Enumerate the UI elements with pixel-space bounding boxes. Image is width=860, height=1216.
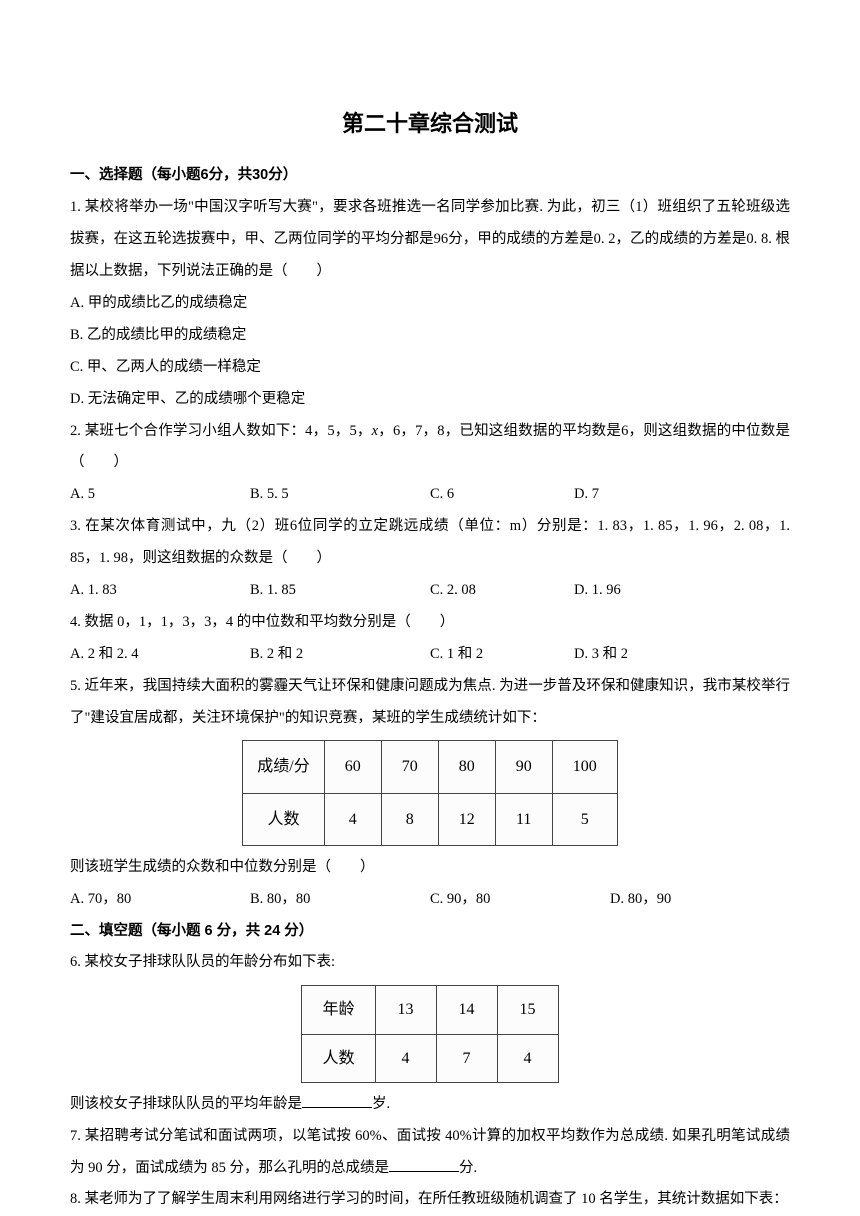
blank-input[interactable] bbox=[302, 1093, 372, 1108]
q6-after-pre: 则该校女子排球队队员的平均年龄是 bbox=[70, 1096, 302, 1112]
cell: 4 bbox=[324, 793, 381, 845]
cell: 80 bbox=[438, 741, 495, 793]
cell: 100 bbox=[552, 741, 617, 793]
cell: 70 bbox=[381, 741, 438, 793]
q3-text: 3. 在某次体育测试中，九（2）班6位同学的立定跳远成绩（单位：m）分别是：1.… bbox=[70, 511, 790, 575]
cell: 人数 bbox=[243, 793, 324, 845]
q4-text: 4. 数据 0，1，1，3，3，4 的中位数和平均数分别是（ ） bbox=[70, 607, 790, 639]
table-row: 人数 4 8 12 11 5 bbox=[243, 793, 617, 845]
table-row: 人数 4 7 4 bbox=[302, 1034, 558, 1082]
q2-optB: B. 5. 5 bbox=[250, 479, 430, 511]
q5-optA: A. 70，80 bbox=[70, 884, 250, 916]
q2-optD: D. 7 bbox=[574, 479, 790, 511]
q7: 7. 某招聘考试分笔试和面试两项，以笔试按 60%、面试按 40%计算的加权平均… bbox=[70, 1121, 790, 1185]
q2-pre: 2. 某班七个合作学习小组人数如下：4，5，5， bbox=[70, 423, 372, 439]
q2-text: 2. 某班七个合作学习小组人数如下：4，5，5，x，6，7，8，已知这组数据的平… bbox=[70, 416, 790, 480]
q6-after-post: 岁. bbox=[372, 1096, 390, 1112]
q5-after: 则该班学生成绩的众数和中位数分别是（ ） bbox=[70, 852, 790, 884]
cell: 人数 bbox=[302, 1034, 375, 1082]
q1-optD: D. 无法确定甲、乙的成绩哪个更稳定 bbox=[70, 384, 790, 416]
q1-optB: B. 乙的成绩比甲的成绩稳定 bbox=[70, 320, 790, 352]
blank-input[interactable] bbox=[389, 1157, 459, 1172]
q6-text: 6. 某校女子排球队队员的年龄分布如下表: bbox=[70, 947, 790, 979]
q3-optA: A. 1. 83 bbox=[70, 575, 250, 607]
q1-text: 1. 某校将举办一场"中国汉字听写大赛"，要求各班推选一名同学参加比赛. 为此，… bbox=[70, 192, 790, 288]
q6-table-wrap: 年龄 13 14 15 人数 4 7 4 bbox=[70, 985, 790, 1082]
cell: 60 bbox=[324, 741, 381, 793]
q5-table-wrap: 成绩/分 60 70 80 90 100 人数 4 8 12 11 5 bbox=[70, 740, 790, 845]
q5-optD: D. 80，90 bbox=[610, 884, 790, 916]
cell: 成绩/分 bbox=[243, 741, 324, 793]
q3-optB: B. 1. 85 bbox=[250, 575, 430, 607]
q4-optD: D. 3 和 2 bbox=[574, 639, 790, 671]
cell: 5 bbox=[552, 793, 617, 845]
cell: 4 bbox=[497, 1034, 558, 1082]
page-title: 第二十章综合测试 bbox=[70, 100, 790, 148]
q5-text: 5. 近年来，我国持续大面积的雾霾天气让环保和健康问题成为焦点. 为进一步普及环… bbox=[70, 671, 790, 735]
q5-table: 成绩/分 60 70 80 90 100 人数 4 8 12 11 5 bbox=[242, 740, 617, 845]
q3-optD: D. 1. 96 bbox=[574, 575, 790, 607]
q4-optC: C. 1 和 2 bbox=[430, 639, 574, 671]
q4-optA: A. 2 和 2. 4 bbox=[70, 639, 250, 671]
table-row: 年龄 13 14 15 bbox=[302, 986, 558, 1034]
cell: 4 bbox=[375, 1034, 436, 1082]
cell: 90 bbox=[495, 741, 552, 793]
q8-text: 8. 某老师为了了解学生周末利用网络进行学习的时间，在所任教班级随机调查了 10… bbox=[70, 1184, 790, 1216]
cell: 13 bbox=[375, 986, 436, 1034]
q2-optA: A. 5 bbox=[70, 479, 250, 511]
q2-options: A. 5 B. 5. 5 C. 6 D. 7 bbox=[70, 479, 790, 511]
cell: 8 bbox=[381, 793, 438, 845]
q6-table: 年龄 13 14 15 人数 4 7 4 bbox=[301, 985, 558, 1082]
q6-after: 则该校女子排球队队员的平均年龄是 岁. bbox=[70, 1089, 790, 1121]
q5-optC: C. 90，80 bbox=[430, 884, 610, 916]
cell: 11 bbox=[495, 793, 552, 845]
cell: 12 bbox=[438, 793, 495, 845]
q4-options: A. 2 和 2. 4 B. 2 和 2 C. 1 和 2 D. 3 和 2 bbox=[70, 639, 790, 671]
q2-optC: C. 6 bbox=[430, 479, 574, 511]
q5-optB: B. 80，80 bbox=[250, 884, 430, 916]
cell: 年龄 bbox=[302, 986, 375, 1034]
cell: 7 bbox=[436, 1034, 497, 1082]
section1-header: 一、选择题（每小题6分，共30分） bbox=[70, 160, 790, 192]
cell: 14 bbox=[436, 986, 497, 1034]
q1-optC: C. 甲、乙两人的成绩一样稳定 bbox=[70, 352, 790, 384]
q3-options: A. 1. 83 B. 1. 85 C. 2. 08 D. 1. 96 bbox=[70, 575, 790, 607]
q3-optC: C. 2. 08 bbox=[430, 575, 574, 607]
cell: 15 bbox=[497, 986, 558, 1034]
q4-optB: B. 2 和 2 bbox=[250, 639, 430, 671]
q7-post: 分. bbox=[459, 1160, 477, 1176]
q1-optA: A. 甲的成绩比乙的成绩稳定 bbox=[70, 288, 790, 320]
table-row: 成绩/分 60 70 80 90 100 bbox=[243, 741, 617, 793]
section2-header: 二、填空题（每小题 6 分，共 24 分） bbox=[70, 916, 790, 948]
q5-options: A. 70，80 B. 80，80 C. 90，80 D. 80，90 bbox=[70, 884, 790, 916]
